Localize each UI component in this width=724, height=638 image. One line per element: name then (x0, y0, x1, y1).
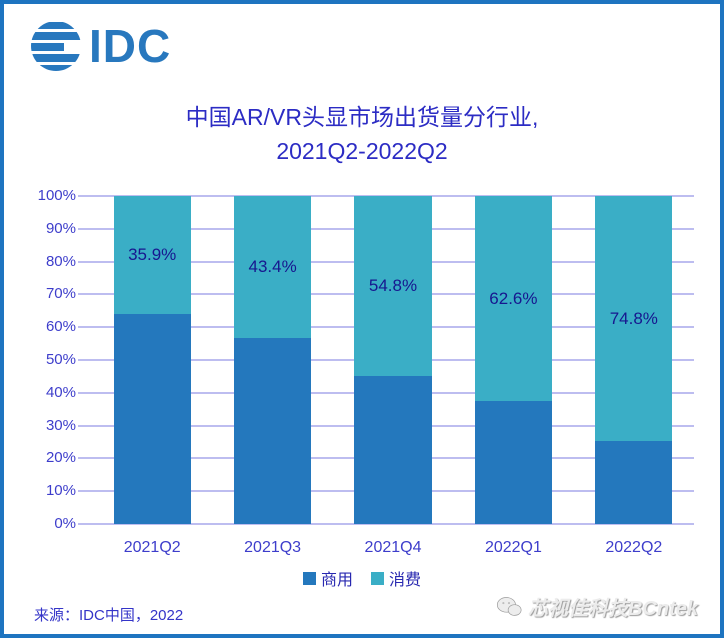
chart-title: 中国AR/VR头显市场出货量分行业, 2021Q2-2022Q2 (4, 100, 720, 168)
legend-label-消费: 消费 (389, 572, 422, 589)
x-tick-label-2021Q4: 2021Q4 (364, 539, 422, 556)
data-label-consumer-2021Q4: 54.8% (368, 275, 418, 295)
bar-segment-consumer-2022Q1: 62.6% (474, 196, 552, 402)
legend-swatch-商用 (302, 571, 316, 585)
data-label-consumer-2021Q3: 43.4% (248, 257, 297, 277)
gridline-0 (78, 523, 694, 525)
source-note: 来源：IDC中国，2022 (34, 607, 184, 624)
y-tick-label-30: 30% (45, 416, 76, 434)
legend-swatch-消费 (371, 571, 384, 585)
watermark: 芯视佳科技BCntek (496, 592, 698, 621)
y-tick-label-100: 100% (37, 187, 76, 204)
x-axis: 2021Q2 2021Q3 2021Q4 2022Q1 2022Q2 (92, 537, 694, 559)
legend-item-商用: 商用 (302, 566, 353, 590)
bar-segment-consumer-2022Q2: 74.8% (595, 196, 673, 442)
y-tick-label-10: 10% (45, 482, 76, 500)
data-label-consumer-2021Q2: 35.9% (128, 244, 177, 264)
plot-area: 35.9% 43.4% 54.8% 62.6% 74.8% (78, 195, 694, 525)
gridline-100 (78, 195, 694, 197)
x-tick-label-2022Q2: 2022Q2 (605, 539, 663, 556)
legend: 商用 消费 (4, 566, 720, 590)
data-label-consumer-2022Q1: 62.6% (489, 288, 538, 308)
watermark-text: 芯视佳科技BCntek (527, 598, 698, 620)
y-tick-label-50: 50% (45, 351, 76, 368)
y-tick-label-40: 40% (45, 383, 76, 401)
bar-segment-commercial-2022Q2 (595, 441, 673, 524)
y-tick-label-60: 60% (45, 318, 76, 336)
x-tick-label-2021Q3: 2021Q3 (244, 539, 302, 556)
bar-segment-consumer-2021Q4: 54.8% (354, 196, 432, 376)
idc-logo: IDC (30, 20, 171, 72)
bar-segment-consumer-2021Q2: 35.9% (113, 196, 191, 314)
bar-segment-commercial-2022Q1 (474, 401, 552, 524)
y-tick-label-20: 20% (45, 449, 76, 467)
x-tick-label-2021Q2: 2021Q2 (123, 539, 181, 556)
y-axis: 0% 10% 20% 30% 40% 50% 60% 70% 80% 90% 100% (16, 187, 76, 532)
idc-logo-text: IDC (89, 20, 172, 72)
y-tick-label-80: 80% (45, 252, 76, 270)
y-tick-label-70: 70% (45, 285, 76, 303)
legend-label-商用: 商用 (320, 572, 353, 589)
chart-title-line1: 中国AR/VR头显市场出货量分行业, (185, 104, 539, 130)
y-tick-label-90: 90% (45, 219, 76, 237)
legend-item-消费: 消费 (371, 566, 421, 590)
y-tick-label-0: 0% (54, 515, 76, 532)
idc-globe-icon (31, 21, 81, 71)
bar-segment-commercial-2021Q3 (234, 338, 312, 524)
chart-title-line2: 2021Q2-2022Q2 (276, 138, 448, 164)
bar-segment-commercial-2021Q2 (113, 313, 191, 524)
bar-segment-commercial-2021Q4 (354, 375, 432, 524)
wechat-icon (496, 596, 522, 616)
data-label-consumer-2022Q2: 74.8% (609, 308, 658, 328)
x-tick-label-2022Q1: 2022Q1 (484, 539, 542, 556)
bar-segment-consumer-2021Q3: 43.4% (234, 196, 312, 339)
